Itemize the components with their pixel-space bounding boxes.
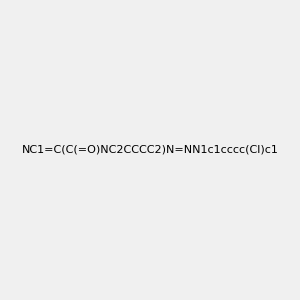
Text: NC1=C(C(=O)NC2CCCC2)N=NN1c1cccc(Cl)c1: NC1=C(C(=O)NC2CCCC2)N=NN1c1cccc(Cl)c1: [22, 145, 278, 155]
